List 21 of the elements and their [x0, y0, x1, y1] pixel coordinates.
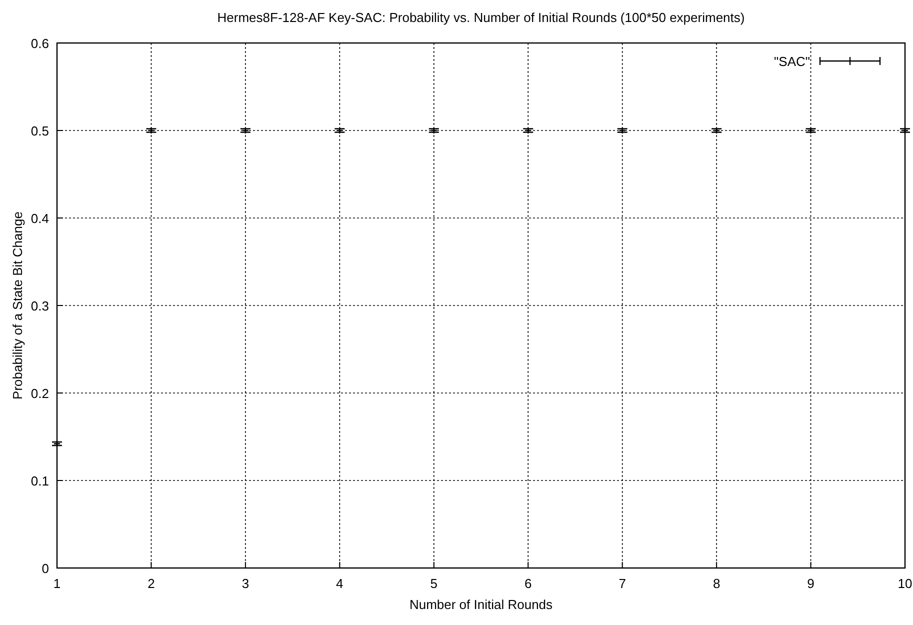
x-tick-label: 9	[807, 576, 814, 591]
y-tick-label: 0.2	[30, 386, 49, 401]
y-axis-title: Probability of a State Bit Change	[10, 212, 25, 400]
x-tick-label: 3	[242, 576, 250, 591]
y-tick-label: 0.5	[30, 124, 49, 138]
x-tick-label: 1	[53, 576, 61, 591]
x-tick-label: 5	[430, 576, 438, 591]
legend-label: "SAC"	[774, 54, 810, 69]
y-tick-label: 0.4	[30, 211, 49, 226]
y-tick-label: 0	[42, 561, 49, 576]
x-tick-label: 7	[618, 576, 626, 591]
x-tick-label: 4	[336, 576, 344, 591]
x-tick-label: 10	[898, 576, 912, 591]
y-tick-label: 0.3	[30, 298, 49, 314]
y-tick-label: 0.6	[30, 36, 49, 51]
x-tick-label: 2	[148, 576, 155, 591]
x-axis-title: Number of Initial Rounds	[409, 597, 554, 612]
x-tick-label: 6	[524, 576, 532, 591]
y-tick-label: 0.1	[30, 474, 49, 488]
chart-title: Hermes8F-128-AF Key-SAC: Probability vs. Number of Initial Rounds (100*50 experiments)	[217, 10, 745, 25]
x-tick-label: 8	[712, 576, 720, 591]
